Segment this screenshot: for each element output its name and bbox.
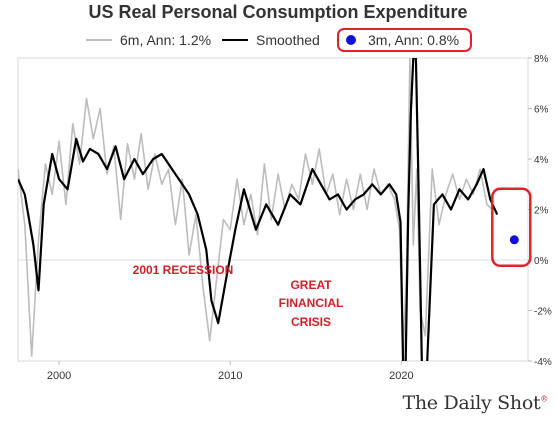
series-3m-point (509, 235, 519, 245)
legend-swatch-6m (86, 39, 112, 41)
y-tick-label: 8% (534, 54, 549, 65)
legend-swatch-smoothed (222, 39, 248, 41)
annotation-crisis: CRISIS (291, 315, 331, 329)
series-smoothed-line (18, 58, 499, 361)
legend-label-smoothed: Smoothed (256, 32, 320, 48)
legend-item-6m: 6m, Ann: 1.2% (86, 28, 211, 52)
x-tick-label: 2020 (389, 370, 413, 382)
x-tick-label: 2000 (47, 370, 71, 382)
y-tick-label: 4% (534, 155, 549, 166)
legend-swatch-3m (346, 35, 356, 45)
legend-item-3m: 3m, Ann: 0.8% (346, 28, 459, 52)
daily-shot-logo: The Daily Shot® (402, 392, 548, 414)
chart-title: US Real Personal Consumption Expenditure (88, 2, 468, 22)
y-tick-label: -4% (534, 357, 552, 368)
y-tick-label: 0% (534, 256, 549, 267)
legend: 6m, Ann: 1.2% Smoothed 3m, Ann: 0.8% (0, 28, 556, 54)
annotation-financial: FINANCIAL (279, 296, 344, 310)
y-tick-label: 2% (534, 206, 549, 217)
annotation-2001-recession: 2001 RECESSION (133, 263, 234, 277)
y-tick-label: -2% (534, 307, 552, 318)
series-6m-line (18, 58, 493, 357)
legend-item-smoothed: Smoothed (222, 28, 320, 52)
legend-label-3m: 3m, Ann: 0.8% (368, 32, 460, 48)
annotation-great: GREAT (290, 278, 332, 292)
brand-name: The Daily Shot (402, 392, 541, 414)
brand-mark: ® (540, 394, 548, 404)
legend-label-6m: 6m, Ann: 1.2% (120, 32, 212, 48)
legend-highlight-box (337, 28, 472, 52)
latest-highlight-box (491, 187, 532, 268)
y-tick-label: 6% (534, 105, 549, 116)
x-tick-label: 2010 (218, 370, 242, 382)
